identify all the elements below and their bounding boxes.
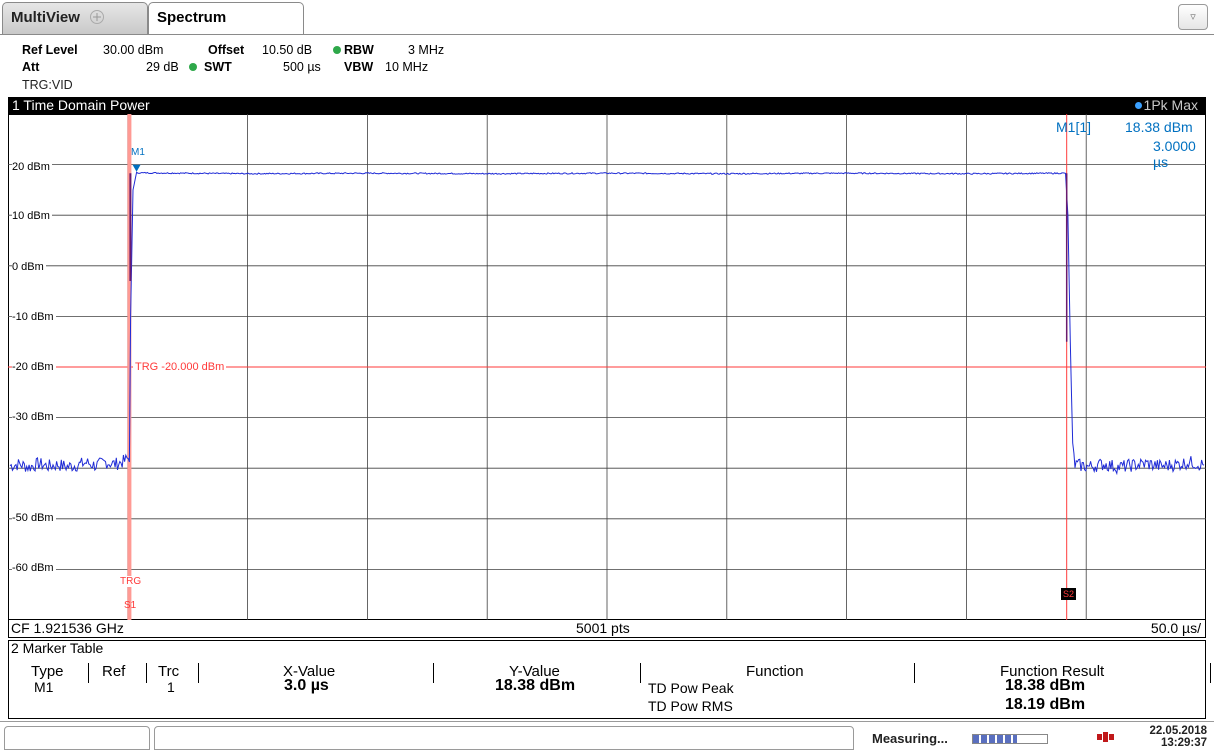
progress-fill <box>973 735 1018 743</box>
y-tick-label: 0 dBm <box>12 261 46 273</box>
offset-value: 10.50 dB <box>262 43 313 57</box>
rbw-indicator-icon <box>330 43 344 57</box>
tab-divider <box>0 34 1214 35</box>
tab-multiview[interactable]: MultiView <box>2 2 148 34</box>
tab-spectrum[interactable]: Spectrum <box>148 2 304 34</box>
ref-level-value: 30.00 dBm <box>103 43 164 57</box>
plot-area[interactable] <box>8 114 1206 620</box>
marker-m1-icon <box>132 164 141 172</box>
rbw-value: 3 MHz <box>408 43 445 57</box>
function-result: 18.19 dBm <box>1005 696 1086 713</box>
ref-level-label: Ref Level <box>22 43 78 57</box>
tab-multiview-label: MultiView <box>11 9 80 26</box>
tab-spectrum-label: Spectrum <box>157 9 227 26</box>
y-tick-label: 20 dBm <box>12 161 52 173</box>
multiview-grid-icon <box>90 10 105 24</box>
trigger-position-label: TRG <box>120 576 142 587</box>
col-divider <box>146 663 147 683</box>
col-divider <box>88 663 89 683</box>
col-header-type: Type <box>31 663 64 680</box>
marker-readout-level: 18.38 dBm <box>1125 119 1193 135</box>
rbw-label: RBW <box>344 43 374 57</box>
tab-bar: MultiView Spectrum ▿ <box>0 0 1214 38</box>
plot-footer: CF 1.921536 GHz 5001 pts 50.0 µs/ <box>8 620 1206 638</box>
vbw-label: VBW <box>344 60 374 74</box>
sweep-points: 5001 pts <box>576 620 630 636</box>
marker-table <box>8 656 1206 719</box>
trigger-mode: TRG:VID <box>22 78 73 92</box>
s1-label: S1 <box>124 600 137 611</box>
status-date-time: 22.05.2018 13:29:37 <box>1127 725 1207 749</box>
swt-label: SWT <box>204 60 232 74</box>
col-header-function-result: Function Result <box>1000 663 1105 680</box>
att-value: 29 dB <box>146 60 179 74</box>
measuring-status: Measuring... <box>872 731 948 746</box>
center-frequency: CF 1.921536 GHz <box>11 620 124 636</box>
status-date: 22.05.2018 <box>1149 725 1207 737</box>
status-time: 13:29:37 <box>1160 737 1207 749</box>
status-slot-2[interactable] <box>154 726 854 750</box>
y-tick-label: -10 dBm <box>12 311 56 323</box>
offset-label: Offset <box>208 43 245 57</box>
y-tick-label: -50 dBm <box>12 512 56 524</box>
measure-progress-bar <box>972 734 1048 744</box>
function-name: TD Pow Peak <box>648 680 734 696</box>
marker-readout-time: 3.0000 µs <box>1153 138 1196 170</box>
warning-icon <box>1097 731 1115 743</box>
triangle-down-icon: ▿ <box>1190 11 1196 23</box>
col-divider <box>433 663 434 683</box>
col-header-trc: Trc <box>158 663 180 680</box>
swt-value: 500 µs <box>283 60 321 74</box>
marker-trace: 1 <box>167 679 175 695</box>
trace-line <box>9 171 1205 476</box>
marker-readout-name: M1[1] <box>1056 119 1092 135</box>
marker-table-title[interactable]: 2 Marker Table <box>8 640 1206 656</box>
marker-y-value: 18.38 dBm <box>495 677 576 694</box>
marker-x-value: 3.0 µs <box>284 677 329 694</box>
trigger-position-band <box>127 114 132 620</box>
window-title-bar[interactable]: 1 Time Domain Power 1Pk Max <box>8 97 1206 114</box>
y-tick-label: 10 dBm <box>12 210 52 222</box>
col-divider <box>198 663 199 683</box>
function-name: TD Pow RMS <box>648 698 733 714</box>
time-per-division: 50.0 µs/ <box>1150 620 1201 636</box>
col-divider <box>1210 663 1211 683</box>
window-title: 1 Time Domain Power <box>12 97 150 113</box>
col-divider <box>640 663 641 683</box>
vbw-value: 10 MHz <box>385 60 429 74</box>
y-tick-label: -30 dBm <box>12 411 56 423</box>
s2-label: S2 <box>1061 588 1077 600</box>
swt-indicator-icon <box>186 60 200 74</box>
col-header-y-value: Y-Value <box>509 663 560 680</box>
col-header-function: Function <box>746 663 804 680</box>
y-tick-label: -20 dBm <box>12 361 56 373</box>
trace-dot-icon <box>1134 102 1142 109</box>
marker-type: M1 <box>34 679 54 695</box>
y-tick-label: -60 dBm <box>12 562 56 574</box>
col-header-x-value: X-Value <box>283 663 336 680</box>
tab-dropdown-button[interactable]: ▿ <box>1178 4 1208 30</box>
trace-mode-label: 1Pk Max <box>1143 97 1198 113</box>
att-label: Att <box>22 60 40 74</box>
time-domain-chart <box>8 114 1206 620</box>
trigger-level-label: TRG -20.000 dBm <box>133 361 227 373</box>
trace-mode-badge: 1Pk Max <box>1134 97 1198 114</box>
function-result: 18.38 dBm <box>1005 677 1086 694</box>
col-header-ref: Ref <box>102 663 126 680</box>
col-divider <box>914 663 915 683</box>
status-slot-1[interactable] <box>4 726 150 750</box>
marker-m1-label: M1 <box>131 147 145 158</box>
